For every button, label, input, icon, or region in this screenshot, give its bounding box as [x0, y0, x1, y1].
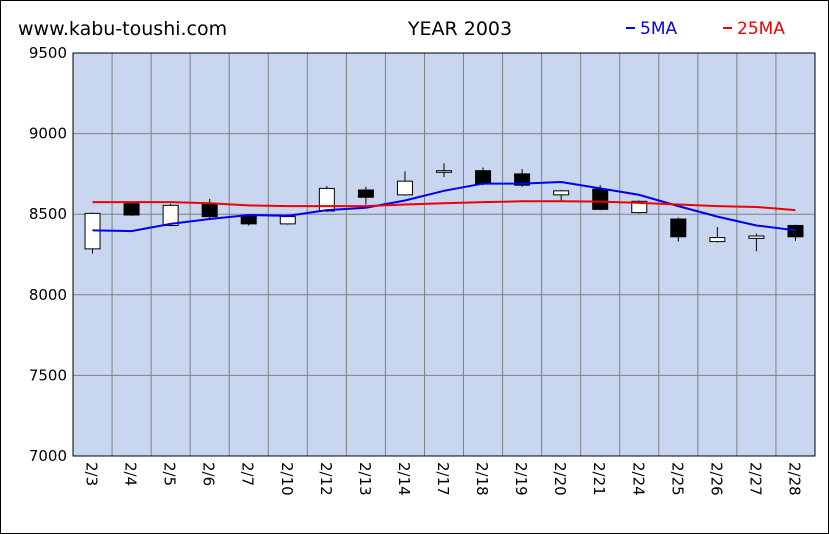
- x-tick-label: 2/24: [629, 462, 647, 496]
- candle: [709, 227, 726, 243]
- candle: [670, 217, 687, 242]
- y-tick-label: 9000: [29, 125, 67, 143]
- x-tick-label: 2/3: [83, 462, 101, 486]
- candle: [123, 202, 140, 216]
- candle-body: [318, 187, 335, 212]
- candle-body: [748, 235, 765, 239]
- candle-body: [123, 203, 140, 216]
- x-tick-label: 2/4: [122, 462, 140, 486]
- candle: [396, 171, 413, 196]
- candle-body: [709, 237, 726, 243]
- candle: [357, 186, 374, 205]
- candle-body: [240, 215, 257, 225]
- x-tick-label: 2/27: [746, 462, 764, 496]
- candle: [201, 198, 218, 220]
- y-tick-label: 9500: [29, 44, 67, 62]
- moving-average-lines: [92, 180, 796, 233]
- x-tick-label: 2/13: [356, 462, 374, 496]
- y-tick-label: 8000: [29, 286, 67, 304]
- x-tick-label: 2/25: [668, 462, 686, 496]
- candle-body: [201, 204, 218, 218]
- candle-body: [475, 170, 492, 185]
- x-tick-label: 2/6: [200, 462, 218, 486]
- candle-body: [357, 189, 374, 198]
- candle-body: [787, 224, 804, 238]
- candle: [436, 163, 452, 178]
- ma-line-5ma: [92, 180, 796, 233]
- y-tick-label: 7500: [29, 366, 67, 384]
- plot-border: [72, 52, 816, 457]
- candle-body: [396, 180, 413, 196]
- candle-body: [553, 190, 570, 196]
- x-tick-label: 2/5: [161, 462, 179, 486]
- y-tick-label: 8500: [29, 205, 67, 223]
- candle: [553, 190, 570, 202]
- candle-body: [436, 170, 452, 173]
- y-tick-label: 7000: [29, 447, 67, 465]
- ma-line-25ma: [92, 200, 796, 212]
- candle-body: [670, 218, 687, 238]
- candle-body: [631, 200, 648, 214]
- x-tick-label: 2/28: [785, 462, 803, 496]
- x-tick-label: 2/14: [395, 462, 413, 496]
- y-axis: 7000 7500 8000 8500 9000 9500: [29, 44, 67, 465]
- x-tick-label: 2/18: [473, 462, 491, 496]
- x-tick-label: 2/10: [278, 462, 296, 496]
- candle-body: [514, 173, 531, 186]
- legend-label: 25MA: [737, 19, 785, 39]
- x-tick-label: 2/21: [590, 462, 608, 496]
- x-tick-label: 2/19: [512, 462, 530, 496]
- legend-label: 5MA: [640, 19, 677, 39]
- candles: [84, 163, 804, 254]
- x-tick-label: 2/26: [707, 462, 725, 496]
- candle: [318, 185, 335, 212]
- x-tick-label: 2/20: [551, 462, 569, 496]
- plot-area: [73, 53, 815, 456]
- x-tick-label: 2/7: [239, 462, 257, 486]
- candle-body: [592, 188, 609, 210]
- candle-body: [162, 204, 179, 226]
- candle: [748, 233, 765, 252]
- candle: [787, 224, 804, 241]
- x-tick-label: 2/17: [434, 462, 452, 496]
- candle-body: [279, 216, 296, 225]
- candle: [84, 212, 101, 254]
- x-tick-label: 2/12: [317, 462, 335, 496]
- legend: 5MA 25MA: [626, 19, 785, 39]
- site-label: www.kabu-toushi.com: [18, 18, 227, 40]
- candle: [162, 203, 179, 227]
- chart-title: YEAR 2003: [407, 18, 512, 40]
- x-axis: 2/3 2/4 2/5 2/6 2/7 2/10 2/12 2/13 2/14 2/17 2/18 2…: [83, 462, 804, 496]
